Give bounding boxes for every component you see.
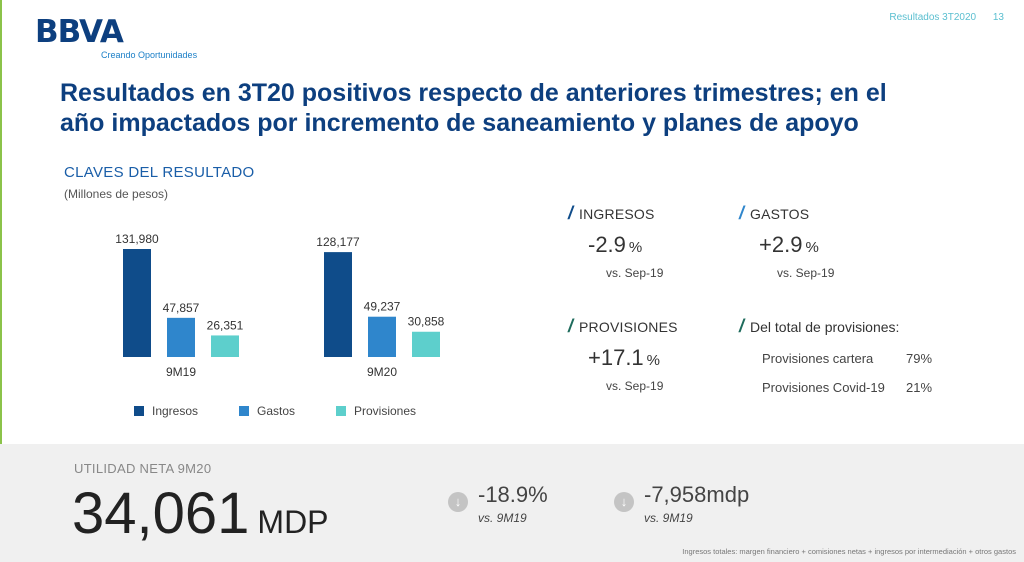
kpi-provisiones-unit: % <box>646 352 661 369</box>
logo-wordmark: BBVA <box>35 14 124 50</box>
headline-line-2: año impactados por incremento de saneami… <box>60 109 859 137</box>
slide-header-meta: Resultados 3T2020 13 <box>875 12 1004 23</box>
kpi-provisiones-value-row: +17.1% <box>588 345 678 371</box>
category-label-9m20: 9M20 <box>367 365 397 379</box>
utilidad-value: 34,061 <box>72 481 250 546</box>
arrow-down-circle-icon: ↓ <box>448 492 468 512</box>
kpi-ingresos-vs: vs. Sep-19 <box>606 266 664 280</box>
legend-swatch-provisiones <box>336 406 346 416</box>
claves-title: CLAVES DEL RESULTADO <box>64 164 255 181</box>
slash-accent-icon: / <box>739 316 745 336</box>
utilidad-label: UTILIDAD NETA 9M20 <box>74 461 212 476</box>
kpi-ingresos-value-row: -2.9% <box>588 232 663 258</box>
legend-item-gastos: Gastos <box>239 404 295 418</box>
kpi-gastos-label: GASTOS <box>750 206 810 222</box>
provisiones-row: Provisiones cartera 79% <box>762 351 932 380</box>
provisiones-breakdown: Provisiones cartera 79% Provisiones Covi… <box>762 351 932 409</box>
utilidad-delta-pct-vs: vs. 9M19 <box>478 511 527 525</box>
data-label-provisiones-9m19: 26,351 <box>207 318 244 332</box>
provisiones-row-pct: 21% <box>906 380 933 395</box>
logo-tagline: Creando Oportunidades <box>101 50 198 60</box>
provisiones-row-pct: 79% <box>906 351 933 366</box>
utilidad-value-row: 34,061 MDP <box>72 480 329 547</box>
legend-swatch-ingresos <box>134 406 144 416</box>
legend-item-ingresos: Ingresos <box>134 404 198 418</box>
kpi-gastos-value: +2.9 <box>759 232 803 257</box>
slash-accent-icon: / <box>739 203 745 223</box>
bar-ingresos-9m20 <box>324 252 352 357</box>
kpi-gastos-unit: % <box>805 239 819 256</box>
deck-title: Resultados 3T2020 <box>889 12 977 23</box>
utilidad-unit: MDP <box>257 504 329 540</box>
legend-swatch-gastos <box>239 406 249 416</box>
kpi-ingresos-label: INGRESOS <box>579 206 655 222</box>
provisiones-row-name: Provisiones Covid-19 <box>762 380 885 395</box>
kpi-gastos: / GASTOS +2.9% vs. Sep-19 <box>739 203 834 280</box>
slash-accent-icon: / <box>568 316 574 336</box>
left-accent-rule <box>0 0 2 562</box>
data-label-ingresos-9m19: 131,980 <box>115 232 159 246</box>
kpi-gastos-value-row: +2.9% <box>759 232 834 258</box>
bar-gastos-9m19 <box>167 317 195 357</box>
kpi-ingresos-unit: % <box>628 239 643 256</box>
kpi-provisiones-value: +17.1 <box>588 345 644 370</box>
data-label-provisiones-9m20: 30,858 <box>408 315 445 329</box>
kpi-total-provisiones: / Del total de provisiones: <box>739 316 899 337</box>
bar-provisiones-9m19 <box>211 335 239 357</box>
kpi-ingresos: / INGRESOS -2.9% vs. Sep-19 <box>568 203 663 280</box>
slide-headline: Resultados en 3T20 positivos respecto de… <box>60 78 960 138</box>
data-label-ingresos-9m20: 128,177 <box>316 235 360 249</box>
footnote: Ingresos totales: margen financiero + co… <box>682 547 1016 556</box>
utilidad-delta-pct-value: -18.9% <box>478 482 548 507</box>
kpi-provisiones: / PROVISIONES +17.1% vs. Sep-19 <box>568 316 678 393</box>
page-number: 13 <box>992 12 1004 23</box>
utilidad-delta-abs-value: -7,958mdp <box>644 482 750 507</box>
claves-subtitle: (Millones de pesos) <box>64 187 169 201</box>
legend-label-gastos: Gastos <box>257 404 296 418</box>
kpi-provisiones-label: PROVISIONES <box>579 319 678 335</box>
data-label-gastos-9m20: 49,237 <box>364 300 401 314</box>
category-label-9m19: 9M19 <box>166 365 196 379</box>
provisiones-row-name: Provisiones cartera <box>762 351 874 366</box>
kpi-total-provisiones-label: Del total de provisiones: <box>750 319 900 335</box>
provisiones-row: Provisiones Covid-19 21% <box>762 380 932 409</box>
slash-accent-icon: / <box>568 203 574 223</box>
bar-gastos-9m20 <box>368 316 396 357</box>
kpi-ingresos-value: -2.9 <box>588 232 626 257</box>
legend-label-ingresos: Ingresos <box>152 404 199 418</box>
bar-ingresos-9m19 <box>123 249 151 357</box>
results-bar-chart: 131,980 47,857 26,351 9M19 128,177 49,237 30,8… <box>115 232 445 379</box>
utilidad-delta-abs-vs: vs. 9M19 <box>644 511 693 525</box>
legend-item-provisiones: Provisiones <box>336 404 416 418</box>
kpi-gastos-vs: vs. Sep-19 <box>777 266 835 280</box>
utilidad-panel: UTILIDAD NETA 9M20 34,061 MDP ↓ -18.9% vs… <box>0 444 1024 562</box>
data-label-gastos-9m19: 47,857 <box>163 301 200 315</box>
legend-label-provisiones: Provisiones <box>354 404 417 418</box>
headline-line-1: Resultados en 3T20 positivos respecto de… <box>60 79 887 107</box>
arrow-down-circle-icon: ↓ <box>614 492 634 512</box>
bar-provisiones-9m20 <box>412 331 440 357</box>
kpi-provisiones-vs: vs. Sep-19 <box>606 379 664 393</box>
bbva-logo: BBVA Creando Oportunidades <box>35 14 197 60</box>
